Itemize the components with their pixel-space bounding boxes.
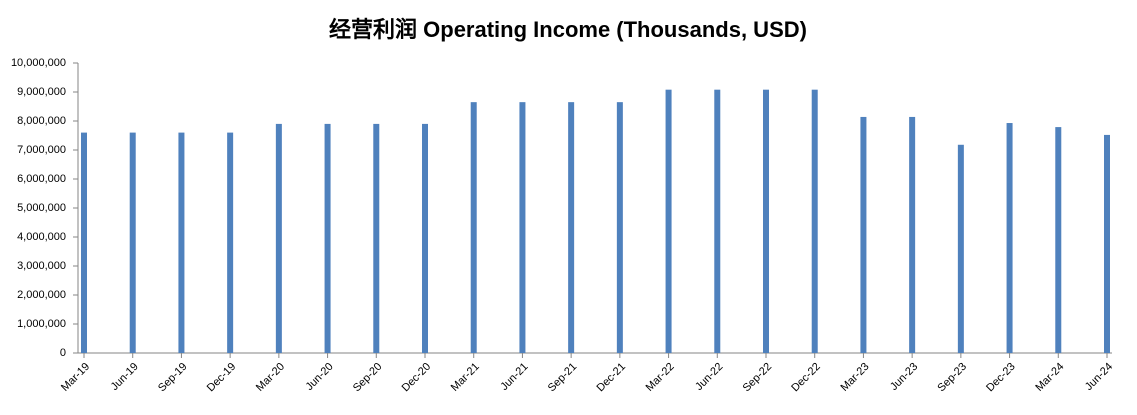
y-tick-label: 4,000,000 bbox=[17, 231, 66, 243]
y-tick-label: 8,000,000 bbox=[17, 115, 66, 127]
bar bbox=[568, 102, 575, 354]
y-tick-label: 7,000,000 bbox=[17, 144, 66, 156]
x-tick-label: Dec-23 bbox=[984, 361, 1018, 395]
bar bbox=[714, 89, 721, 354]
y-tick-label: 3,000,000 bbox=[17, 260, 66, 272]
x-tick-label: Jun-19 bbox=[109, 361, 141, 393]
bar bbox=[129, 132, 136, 353]
chart-title: 经营利润 Operating Income (Thousands, USD) bbox=[329, 17, 807, 42]
bar bbox=[470, 102, 477, 354]
bar bbox=[1104, 134, 1110, 353]
x-tick-label: Jun-22 bbox=[693, 361, 725, 393]
bar bbox=[227, 132, 234, 353]
x-tick-label: Jun-23 bbox=[888, 361, 920, 393]
y-tick-label: 5,000,000 bbox=[17, 202, 66, 214]
x-tick-label: Dec-22 bbox=[789, 361, 823, 395]
x-tick-label: Mar-19 bbox=[59, 361, 92, 394]
x-tick-label: Jun-20 bbox=[303, 361, 335, 393]
x-tick-label: Mar-22 bbox=[644, 361, 677, 394]
bar bbox=[1055, 127, 1062, 353]
bar bbox=[519, 102, 526, 354]
x-tick-label: Dec-19 bbox=[205, 361, 239, 395]
bar bbox=[275, 123, 282, 354]
x-tick-label: Jun-21 bbox=[498, 361, 530, 393]
x-tick-label: Mar-24 bbox=[1033, 361, 1066, 394]
bar bbox=[422, 123, 428, 354]
y-tick-label: 0 bbox=[60, 347, 66, 359]
x-tick-label: Dec-20 bbox=[400, 361, 434, 395]
x-tick-label: Sep-19 bbox=[156, 361, 190, 395]
x-tick-label: Sep-22 bbox=[741, 361, 775, 395]
bar bbox=[909, 116, 916, 353]
bar bbox=[811, 89, 818, 354]
x-tick-label: Mar-21 bbox=[449, 361, 482, 394]
bar bbox=[373, 123, 380, 354]
y-tick-label: 1,000,000 bbox=[17, 318, 66, 330]
bar bbox=[665, 89, 672, 354]
y-tick-label: 2,000,000 bbox=[17, 289, 66, 301]
bar bbox=[178, 132, 185, 353]
x-tick-label: Sep-23 bbox=[935, 361, 969, 395]
x-tick-label: Mar-23 bbox=[838, 361, 871, 394]
bar bbox=[1006, 123, 1013, 353]
bar bbox=[81, 132, 87, 353]
x-tick-label: Dec-21 bbox=[594, 361, 628, 395]
x-tick-label: Sep-20 bbox=[351, 361, 385, 395]
y-tick-label: 10,000,000 bbox=[11, 57, 66, 69]
bar bbox=[324, 123, 331, 354]
y-tick-label: 9,000,000 bbox=[17, 86, 66, 98]
x-tick-label: Sep-21 bbox=[546, 361, 580, 395]
bar bbox=[860, 116, 867, 353]
x-tick-label: Jun-24 bbox=[1083, 361, 1115, 393]
bar bbox=[616, 102, 623, 354]
bar bbox=[763, 89, 769, 354]
x-tick-label: Mar-20 bbox=[254, 361, 287, 394]
y-tick-label: 6,000,000 bbox=[17, 173, 66, 185]
bar bbox=[957, 144, 964, 353]
